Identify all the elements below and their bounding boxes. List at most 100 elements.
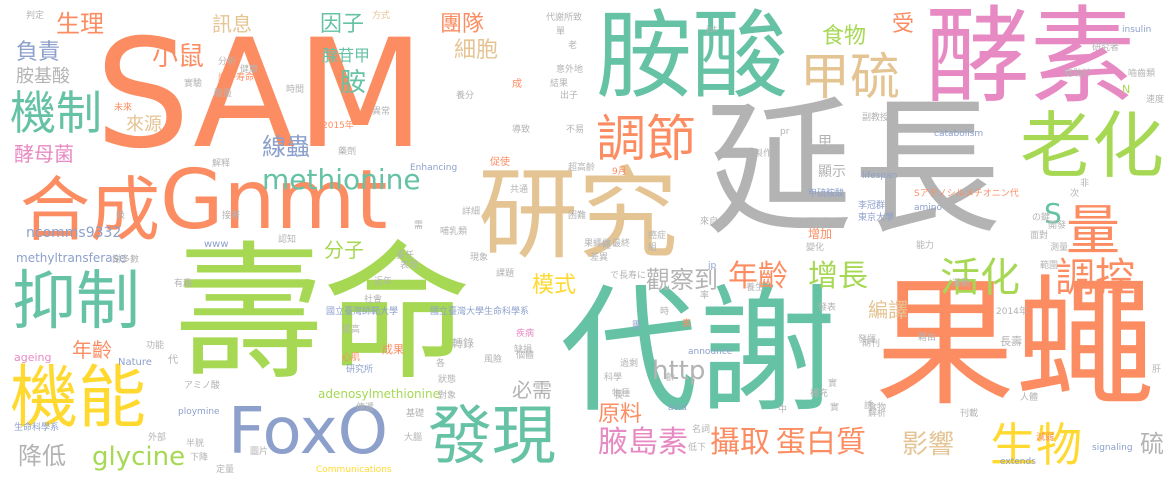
cloud-word: 過剩 (620, 359, 639, 369)
cloud-word: signaling (1092, 443, 1133, 453)
cloud-word: 實驗 (184, 79, 203, 89)
cloud-word: 能力 (916, 241, 935, 251)
cloud-word: 原料 (598, 402, 643, 427)
cloud-word: 胺酸 (596, 0, 788, 112)
cloud-word: 健康 (240, 65, 259, 75)
cloud-word: 果蠅雌 (584, 239, 612, 249)
cloud-word: 團 (632, 321, 642, 331)
cloud-word: 各 (436, 359, 446, 369)
cloud-word: 對象 (438, 391, 457, 401)
cloud-word: 胺 (340, 68, 367, 98)
cloud-word: 出子 (560, 91, 579, 101)
cloud-word: 機制 (10, 86, 102, 140)
cloud-word: 年齡 (728, 259, 788, 294)
cloud-word: 方式 (372, 11, 391, 21)
cloud-word: 未來 (114, 103, 133, 113)
cloud-word: jp (708, 261, 717, 271)
cloud-word: www (204, 239, 229, 250)
cloud-word: 差異 (590, 253, 609, 263)
cloud-word: 傳遞 (356, 403, 375, 413)
cloud-word: 顯示 (818, 164, 846, 180)
cloud-word: 基礎 (406, 409, 425, 419)
cloud-word: 酵母菌 (14, 142, 74, 166)
cloud-word: 活化 (940, 255, 1020, 301)
cloud-word: 變化 (806, 243, 825, 253)
cloud-word: 不易 (566, 125, 585, 135)
cloud-word: 素 (682, 319, 692, 329)
cloud-word: 癌症 (648, 231, 667, 241)
cloud-word: アミノ酸 (184, 381, 220, 391)
cloud-word: 成果 (382, 343, 404, 356)
cloud-word: 範圍 (1040, 261, 1059, 271)
cloud-word: Enhancing (410, 163, 458, 173)
cloud-word: 表現 (400, 261, 419, 271)
cloud-word: 下降 (190, 453, 209, 463)
cloud-word: 肝 (1152, 365, 1162, 375)
cloud-word: 老化 (1020, 104, 1165, 188)
cloud-word: 缺損 (514, 345, 533, 355)
cloud-word: 生命科學系 (14, 423, 60, 433)
cloud-word: glycine (92, 442, 186, 472)
cloud-word: 代謝所致 (546, 13, 583, 23)
cloud-word: 吸 (116, 211, 126, 221)
cloud-word: 代 (168, 355, 178, 366)
cloud-word: 組 (648, 243, 658, 253)
cloud-word: 需 (414, 221, 424, 231)
cloud-word: methionine (262, 163, 421, 196)
cloud-word: 長 (614, 391, 624, 401)
cloud-word: 訊息 (212, 12, 252, 36)
cloud-word: Nature (118, 357, 152, 368)
cloud-word: 2015年 (322, 121, 354, 131)
cloud-word: N (1122, 83, 1131, 96)
cloud-word: 藉由 (918, 333, 937, 343)
cloud-word: 研究 (478, 156, 678, 273)
cloud-word: 腋島素 (598, 425, 688, 460)
cloud-word: 補充 (810, 389, 829, 399)
cloud-word: 界 (804, 135, 814, 145)
cloud-word: 疾病 (516, 329, 535, 339)
cloud-word: 半胱 (186, 439, 205, 449)
cloud-word: 接著 (222, 211, 241, 221)
cloud-word: 解析 (868, 409, 887, 419)
cloud-word: 狀態 (438, 375, 457, 385)
cloud-word: 運動 (952, 279, 971, 289)
cloud-word: 刊載 (960, 409, 979, 419)
cloud-word: 次 (1070, 189, 1080, 199)
cloud-word: 負責 (16, 40, 61, 65)
cloud-word: extends (1000, 457, 1036, 467)
cloud-word: 面對 (1030, 231, 1049, 241)
cloud-word: で長寿に (610, 271, 647, 281)
cloud-word: ncomms9332 (26, 225, 122, 241)
cloud-word: 有助於 (1064, 69, 1092, 79)
cloud-word: 藥劑 (338, 147, 357, 157)
cloud-word: 外部 (148, 433, 167, 443)
cloud-word: 科學 (604, 373, 623, 383)
cloud-word: 降低 (18, 442, 66, 470)
cloud-word: 速度 (1146, 95, 1165, 105)
cloud-word: 分析 (218, 57, 237, 67)
cloud-word: 減弱 (1036, 433, 1055, 443)
cloud-word: の鍵 (1032, 213, 1051, 223)
cloud-word: 單 (556, 27, 566, 37)
cloud-word: 發表 (818, 303, 837, 313)
cloud-word: 短 (602, 241, 612, 251)
cloud-word: 小鼠 (152, 42, 205, 72)
cloud-word: 來自 (700, 217, 719, 227)
cloud-word: 食物 (822, 24, 867, 49)
cloud-word: 圖片 (250, 447, 269, 457)
cloud-word: methyltransferase (16, 251, 127, 265)
cloud-word: 模式 (532, 273, 577, 298)
cloud-word: 養分 (456, 91, 475, 101)
cloud-word: 抑制 (12, 265, 140, 339)
cloud-word: 哺乳類 (440, 227, 468, 237)
cloud-word: 國立臺灣大學生命科學系 (430, 307, 530, 317)
cloud-word: 因子 (320, 12, 365, 37)
cloud-word: 嚙齒類 (1128, 69, 1156, 79)
cloud-word: 名詞 (692, 425, 711, 435)
cloud-word: 攝取 (710, 425, 770, 460)
cloud-word: 胺基酸 (16, 66, 70, 87)
cloud-word: catabolism (934, 129, 984, 139)
cloud-word: 代謝 (560, 271, 837, 432)
cloud-word: announce (688, 347, 733, 357)
